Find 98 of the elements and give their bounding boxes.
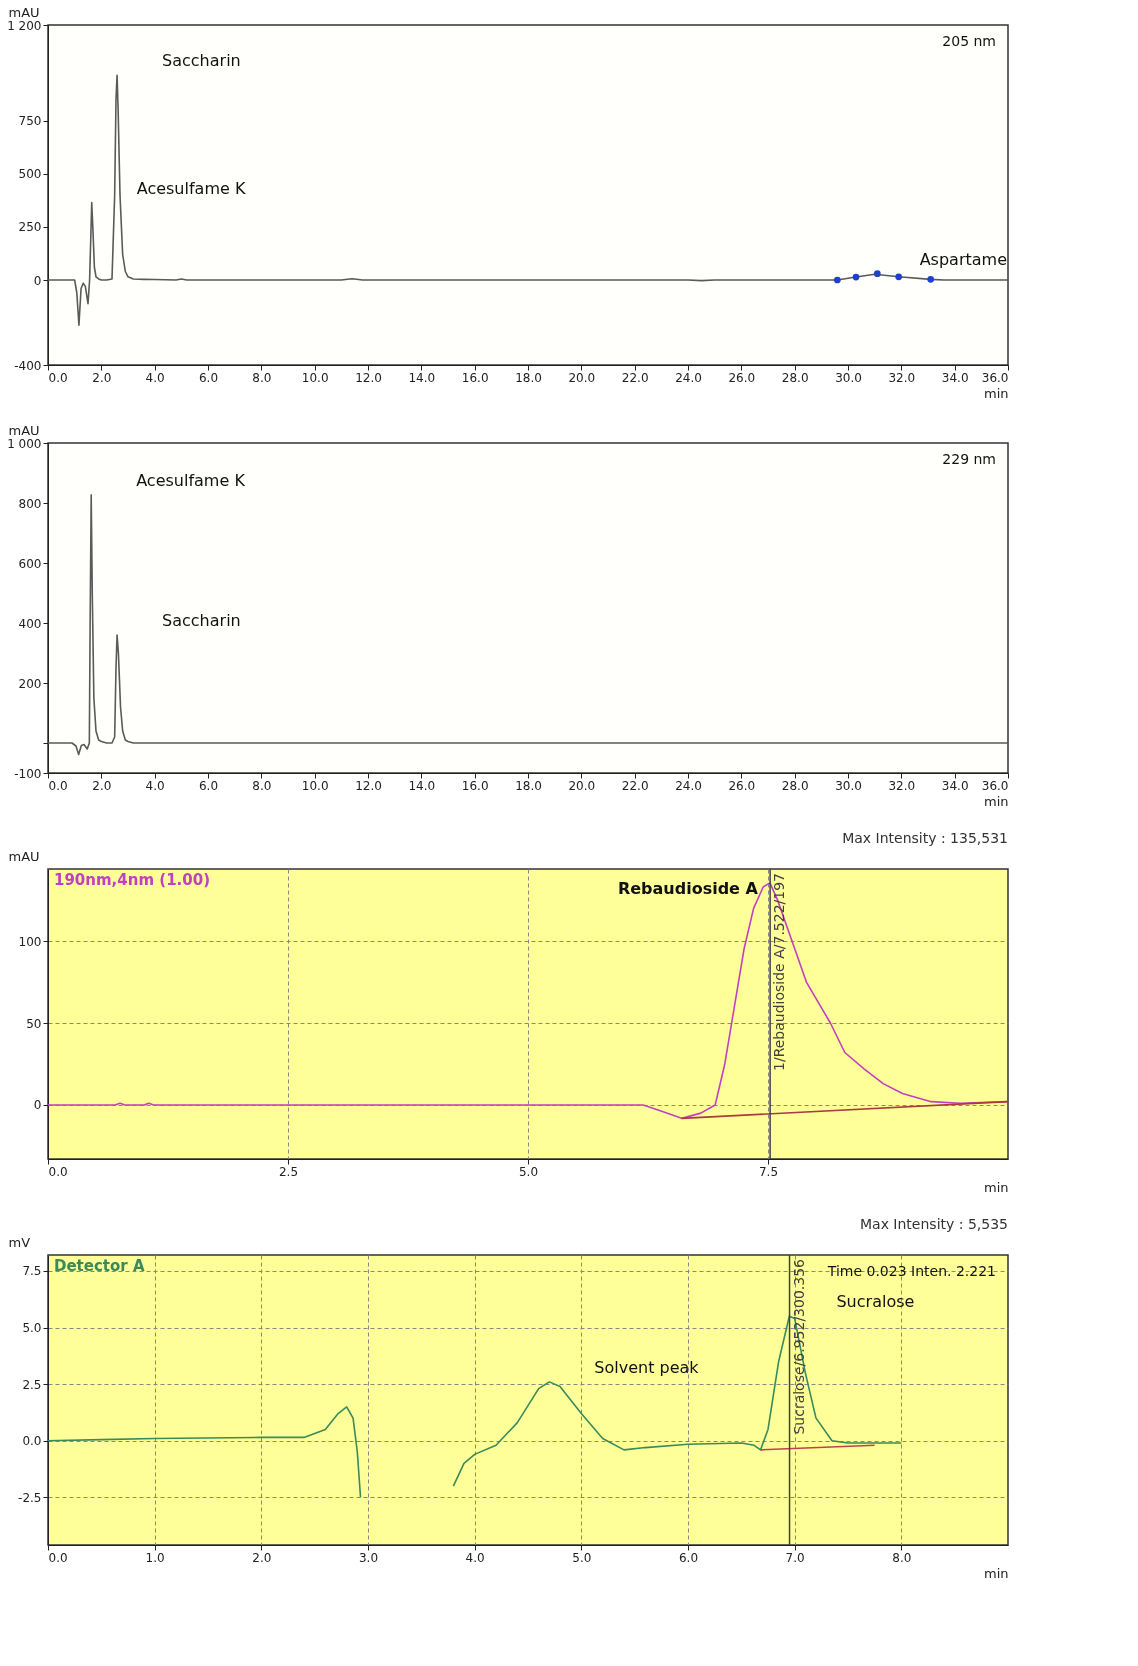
x-tick-label: 28.0 bbox=[781, 370, 809, 385]
line-series bbox=[48, 494, 1008, 756]
x-tick-label: 10.0 bbox=[301, 778, 329, 793]
x-tick-label: 2.0 bbox=[92, 370, 112, 385]
x-tick-label: 16.0 bbox=[461, 778, 489, 793]
y-tick-label: 500 bbox=[18, 167, 42, 182]
x-tick-label: 28.0 bbox=[781, 778, 809, 793]
x-tick-label: 4.0 bbox=[145, 778, 165, 793]
y-tick-label: 0.0 bbox=[22, 1434, 42, 1449]
x-tick-label: 22.0 bbox=[621, 370, 649, 385]
x-tick-label: 6.0 bbox=[678, 1550, 699, 1565]
x-tick-label: 7.0 bbox=[785, 1550, 805, 1565]
x-axis-title: min bbox=[983, 1565, 1009, 1581]
y-tick-label: 100 bbox=[18, 934, 42, 949]
y-tick-label: 600 bbox=[18, 556, 42, 571]
x-tick-label: 26.0 bbox=[728, 778, 756, 793]
x-tick-label: 32.0 bbox=[888, 778, 916, 793]
x-tick-label: 30.0 bbox=[835, 370, 862, 385]
line-series bbox=[48, 74, 1008, 327]
annotation: Time 0.023 Inten. 2.221 bbox=[826, 1263, 996, 1279]
x-tick-label: 34.0 bbox=[941, 370, 969, 385]
x-tick-label: 26.0 bbox=[728, 370, 756, 385]
x-tick-label: 20.0 bbox=[568, 778, 596, 793]
y-axis-title: mV bbox=[8, 1234, 31, 1250]
x-tick-label: 5.0 bbox=[518, 1164, 539, 1179]
annotation: Rebaudioside A bbox=[617, 878, 759, 898]
y-tick-label: 5.0 bbox=[22, 1321, 42, 1335]
y-tick-label: 200 bbox=[18, 676, 42, 691]
x-tick-label: 30.0 bbox=[835, 778, 862, 793]
y-tick-label: 0 bbox=[33, 1098, 42, 1113]
x-tick-label: 0.0 bbox=[48, 370, 68, 385]
x-tick-label: 0.0 bbox=[48, 1164, 68, 1179]
x-tick-label: 7.5 bbox=[758, 1164, 779, 1179]
x-axis-title: min bbox=[983, 793, 1009, 809]
y-tick-label: 250 bbox=[18, 220, 42, 235]
x-tick-label: 16.0 bbox=[461, 370, 489, 385]
x-tick-label: 0.0 bbox=[48, 1550, 68, 1565]
y-tick-label: -400 bbox=[14, 358, 42, 373]
y-axis-title: mAU bbox=[8, 848, 40, 864]
y-tick-label: -100 bbox=[14, 766, 42, 781]
annotation: Solvent peak bbox=[594, 1357, 700, 1377]
x-tick-label: 1.0 bbox=[145, 1550, 165, 1565]
y-axis-title: mAU bbox=[8, 4, 40, 20]
x-tick-label: 4.0 bbox=[145, 370, 165, 385]
annotation: Sucralose bbox=[836, 1292, 915, 1312]
y-axis-title: mAU bbox=[8, 422, 40, 438]
x-tick-label: 36.0 bbox=[981, 778, 1009, 793]
x-tick-label: 20.0 bbox=[568, 370, 596, 385]
x-tick-label: 18.0 bbox=[515, 370, 542, 385]
x-tick-label: 6.0 bbox=[198, 778, 219, 793]
x-tick-label: 32.0 bbox=[888, 370, 916, 385]
ref-line-label: 1/Rebaudioside A/7.522/197 bbox=[771, 873, 788, 1071]
x-tick-label: 4.0 bbox=[465, 1550, 485, 1565]
text: Detector A bbox=[54, 1257, 145, 1275]
x-tick-label: 8.0 bbox=[892, 1550, 912, 1565]
x-tick-label: 10.0 bbox=[301, 370, 329, 385]
y-tick-label: 750 bbox=[18, 114, 42, 129]
annotation: 229 nm bbox=[942, 451, 996, 467]
x-tick-label: 18.0 bbox=[515, 778, 542, 793]
ref-line-label: Sucralose/6.952/300.356 bbox=[790, 1258, 807, 1435]
y-tick-label: 1 000 bbox=[7, 436, 42, 451]
x-tick-label: 12.0 bbox=[355, 778, 382, 793]
y-tick-label: -2.5 bbox=[18, 1490, 42, 1505]
x-tick-label: 8.0 bbox=[252, 778, 272, 793]
x-tick-label: 34.0 bbox=[941, 778, 969, 793]
x-tick-label: 5.0 bbox=[572, 1550, 592, 1565]
x-tick-label: 3.0 bbox=[358, 1550, 379, 1565]
x-tick-label: 12.0 bbox=[355, 370, 382, 385]
x-tick-label: 14.0 bbox=[408, 778, 436, 793]
annotation: Aspartame bbox=[919, 250, 1007, 270]
annotation: Saccharin bbox=[162, 611, 241, 630]
x-tick-label: 22.0 bbox=[621, 778, 649, 793]
x-tick-label: 8.0 bbox=[252, 370, 272, 385]
y-tick-label: 7.5 bbox=[22, 1264, 42, 1279]
text: 190nm,4nm (1.00) bbox=[54, 871, 211, 889]
x-tick-label: 6.0 bbox=[198, 370, 219, 385]
x-axis-title: min bbox=[983, 1179, 1009, 1195]
x-tick-label: 24.0 bbox=[675, 778, 702, 793]
y-tick-label: 800 bbox=[18, 496, 42, 511]
x-tick-label: 36.0 bbox=[981, 370, 1009, 385]
annotation: Acesulfame K bbox=[136, 178, 246, 198]
x-tick-label: 14.0 bbox=[408, 370, 436, 385]
annotation: 205 nm bbox=[942, 33, 996, 49]
y-tick-label: 50 bbox=[26, 1016, 42, 1031]
y-tick-label: 1 200 bbox=[7, 18, 42, 33]
x-tick-label: 24.0 bbox=[675, 370, 702, 385]
x-tick-label: 0.0 bbox=[48, 778, 68, 793]
y-tick-label: 0 bbox=[33, 273, 42, 288]
x-tick-label: 2.0 bbox=[252, 1550, 272, 1565]
x-tick-label: 2.5 bbox=[278, 1164, 299, 1179]
annotation: Saccharin bbox=[162, 51, 241, 71]
x-tick-label: 2.0 bbox=[92, 778, 112, 793]
annotation: Acesulfame K bbox=[136, 470, 246, 490]
y-tick-label: 400 bbox=[18, 616, 42, 631]
chart-subtitle: Max Intensity : 135,531 bbox=[842, 830, 1008, 846]
chart-subtitle: Max Intensity : 5,535 bbox=[859, 1216, 1008, 1232]
y-tick-label: 2.5 bbox=[22, 1377, 42, 1392]
x-axis-title: min bbox=[983, 385, 1009, 401]
